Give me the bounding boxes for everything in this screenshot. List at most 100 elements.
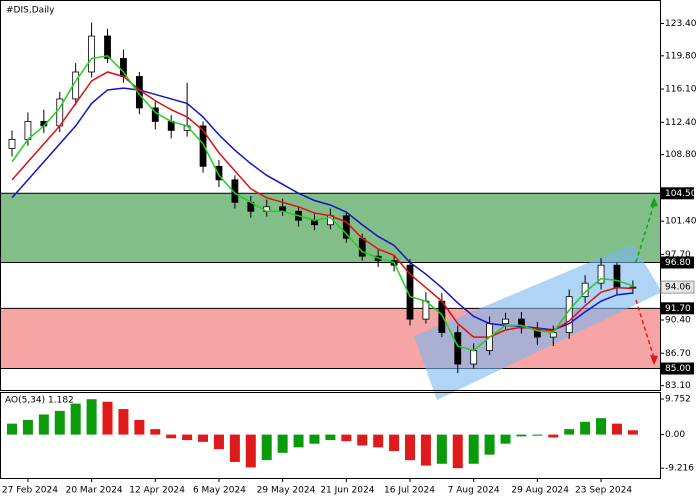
- chart-title: #DIS,Daily: [6, 6, 55, 16]
- osc-bar: [516, 434, 527, 437]
- osc-tick-label: -9.216: [665, 464, 694, 474]
- osc-bar: [245, 434, 256, 468]
- osc-bar: [22, 419, 33, 435]
- level-label-box: [661, 362, 694, 375]
- osc-bar: [325, 434, 336, 441]
- x-tick-label: 29 Aug 2024: [511, 486, 569, 496]
- osc-bar: [341, 434, 352, 442]
- candle-body: [454, 332, 462, 365]
- osc-bar: [7, 423, 17, 435]
- y-tick-label: 97.70: [665, 250, 691, 260]
- osc-bar: [38, 414, 49, 435]
- osc-bar: [182, 434, 193, 441]
- candle-body: [470, 350, 478, 365]
- osc-bar: [213, 434, 224, 450]
- candle-body: [215, 165, 223, 181]
- osc-bar: [564, 429, 575, 435]
- x-tick-label: 20 Mar 2024: [66, 486, 123, 496]
- osc-bar: [373, 434, 384, 448]
- up-arrow: [635, 203, 655, 263]
- osc-bar: [86, 399, 97, 435]
- candle-body: [518, 318, 525, 329]
- candle-body: [104, 35, 111, 59]
- oscillator-frame: [0, 392, 661, 479]
- level-label: 96.80: [665, 258, 691, 268]
- level-label: 85.00: [665, 364, 691, 374]
- osc-bar: [627, 430, 638, 435]
- candle-body: [88, 35, 95, 73]
- osc-bar: [452, 434, 463, 469]
- y-tick-label: 119.80: [665, 51, 697, 61]
- osc-bar: [484, 434, 495, 455]
- y-tick-label: 90.40: [665, 316, 691, 326]
- osc-tick-label: 9.752: [665, 395, 691, 405]
- last-price-box: [660, 280, 695, 294]
- down-arrow-head: [650, 355, 658, 365]
- last-price-label: 94.06: [665, 283, 691, 293]
- moving-average: [11, 55, 634, 352]
- osc-bar: [436, 434, 447, 464]
- osc-bar: [500, 434, 511, 444]
- price-panel: [8, 22, 637, 374]
- candle-body: [342, 215, 350, 239]
- level-label-box: [661, 256, 694, 269]
- osc-bar: [134, 419, 145, 435]
- candle-body: [406, 264, 414, 320]
- osc-bar: [580, 421, 591, 435]
- x-tick-label: 21 Jun 2024: [320, 486, 374, 496]
- osc-bar: [229, 434, 240, 462]
- osc-bar: [420, 434, 431, 466]
- candle-body: [565, 296, 573, 333]
- x-tick-label: 6 May 2024: [193, 486, 246, 496]
- y-tick-label: 112.40: [665, 118, 697, 128]
- osc-bar: [309, 434, 320, 444]
- up-arrow-head: [650, 197, 658, 207]
- price-frame: [0, 0, 661, 391]
- osc-bar: [611, 423, 622, 435]
- candle-body: [438, 300, 446, 333]
- y-tick-label: 86.70: [665, 349, 691, 359]
- x-tick-label: 16 Jul 2024: [384, 486, 435, 496]
- candle-body: [231, 179, 239, 203]
- osc-bar: [548, 434, 559, 438]
- osc-tick-label: 0.00: [665, 430, 685, 440]
- candle-body: [199, 125, 207, 167]
- level-label-box: [661, 302, 694, 315]
- x-tick-label: 27 Feb 2024: [2, 486, 58, 496]
- osc-bar: [70, 403, 81, 435]
- candle-body: [8, 138, 16, 149]
- osc-bar: [118, 409, 129, 435]
- osc-bar: [468, 434, 479, 464]
- y-tick-label: 108.80: [665, 150, 697, 160]
- moving-average: [11, 87, 633, 331]
- osc-bar: [54, 410, 65, 435]
- candle-body: [597, 264, 605, 284]
- candle-body: [502, 318, 509, 325]
- x-tick-label: 7 Aug 2024: [448, 486, 500, 496]
- osc-bar: [357, 434, 368, 446]
- osc-bar: [532, 434, 543, 436]
- osc-bar: [198, 434, 209, 442]
- oscillator-title: AO(5,34) 1.182: [5, 396, 74, 406]
- osc-bar: [596, 418, 607, 435]
- x-tick-label: 29 May 2024: [257, 486, 316, 496]
- y-tick-label: 116.10: [665, 85, 697, 95]
- osc-bar: [293, 434, 304, 448]
- x-tick-label: 23 Sep 2024: [575, 486, 632, 496]
- osc-bar: [166, 434, 177, 439]
- x-tick-label: 12 Apr 2024: [129, 486, 185, 496]
- level-label-box: [661, 187, 694, 200]
- osc-bar: [261, 434, 272, 461]
- candle-body: [358, 237, 366, 257]
- level-label: 91.70: [665, 304, 691, 314]
- down-arrow: [635, 299, 655, 359]
- osc-bar: [405, 434, 415, 461]
- osc-bar: [277, 434, 288, 453]
- y-tick-label: 123.40: [665, 19, 697, 29]
- candle-body: [613, 264, 621, 289]
- level-label: 104.50: [665, 189, 697, 199]
- osc-bar: [389, 434, 400, 452]
- osc-bar: [102, 401, 113, 435]
- y-tick-label: 101.40: [665, 217, 697, 227]
